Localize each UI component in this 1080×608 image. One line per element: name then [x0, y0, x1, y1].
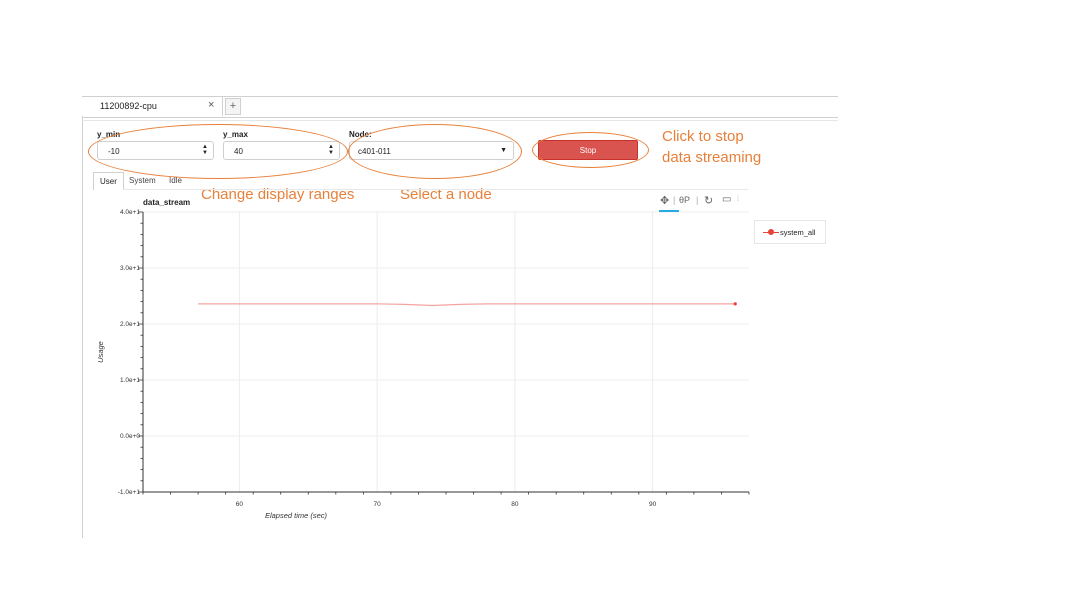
- pan-icon[interactable]: ✥: [660, 195, 670, 207]
- x-tick-label: 60: [236, 501, 244, 508]
- legend-swatch-dot: [768, 229, 774, 235]
- annotation-stop-line2: data streaming: [662, 149, 762, 166]
- node-label: Node:: [349, 130, 372, 139]
- annotation-stop-line1: Click to stop: [662, 128, 744, 145]
- y-tick-label: -1.0e+1: [118, 489, 141, 496]
- y-tick-label: 2.0e+1: [120, 321, 140, 328]
- frame-border: [82, 116, 83, 538]
- tab-system[interactable]: System: [129, 176, 156, 185]
- tab-user[interactable]: User: [93, 172, 124, 190]
- highlight-ellipse-node: [348, 124, 522, 179]
- ymin-label: y_min: [97, 130, 121, 139]
- tab-label: 11200892-cpu: [100, 101, 157, 111]
- tab-bar: 11200892-cpu × +: [82, 96, 838, 118]
- save-icon[interactable]: ▭: [722, 194, 732, 205]
- toolbar-divider: |: [696, 195, 699, 205]
- legend-label: system_all: [780, 228, 816, 237]
- toolbar-logo-icon: ⁞: [737, 196, 739, 203]
- series-last-point: [733, 302, 737, 306]
- x-tick-label: 90: [649, 501, 657, 508]
- x-tick-label: 70: [374, 501, 382, 508]
- close-icon[interactable]: ×: [208, 99, 215, 111]
- chart-title: data_stream: [143, 198, 191, 207]
- wheel-zoom-icon[interactable]: θΡ: [679, 195, 691, 205]
- chart-legend: system_all: [754, 220, 826, 244]
- tab-cpu[interactable]: 11200892-cpu ×: [82, 97, 223, 116]
- y-tick-label: 4.0e+1: [120, 209, 140, 216]
- x-tick-label: 80: [511, 501, 519, 508]
- y-tick-label: 0.0e+0: [120, 433, 140, 440]
- y-tick-label: 1.0e+1: [120, 377, 140, 384]
- highlight-ellipse-ranges: [88, 124, 348, 179]
- y-axis-label: Usage: [96, 341, 105, 363]
- tab-idle[interactable]: Idle: [169, 176, 182, 185]
- highlight-ellipse-stop: [532, 132, 649, 168]
- x-axis-label: Elapsed time (sec): [265, 511, 328, 520]
- subtab-divider: [123, 189, 748, 190]
- series-line-system_all: [198, 303, 736, 307]
- toolbar-divider: |: [673, 195, 676, 205]
- annotation-ranges: Change display ranges: [201, 186, 355, 203]
- frame-divider: [82, 120, 838, 121]
- annotation-node: Select a node: [400, 186, 492, 203]
- active-tool-indicator: [659, 210, 679, 212]
- add-tab-button[interactable]: +: [225, 98, 241, 115]
- y-tick-label: 3.0e+1: [120, 265, 140, 272]
- reset-icon[interactable]: ↻: [704, 195, 714, 207]
